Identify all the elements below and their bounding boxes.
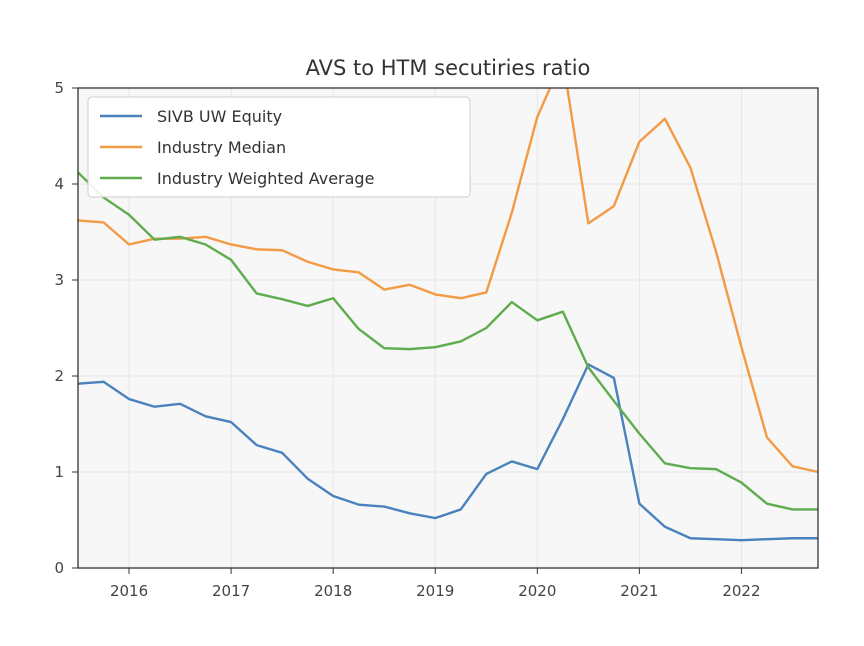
x-tick-label: 2019 xyxy=(416,582,454,600)
y-tick-label: 3 xyxy=(54,271,64,289)
axes: 2016 2017 2018 2019 2020 2021 2022 0 1 2 3 4 5 xyxy=(54,79,760,600)
series-line-1 xyxy=(78,363,818,542)
x-tick-label: 2018 xyxy=(314,582,352,600)
y-tick-label: 2 xyxy=(54,367,64,385)
legend-label: Industry Median xyxy=(157,138,286,157)
y-tick-label: 1 xyxy=(54,463,64,481)
series-line-3 xyxy=(78,171,818,511)
y-tick-label: 5 xyxy=(54,79,64,97)
series-line-2 xyxy=(78,88,818,474)
y-tick-label: 4 xyxy=(54,175,64,193)
series-lines xyxy=(78,88,818,542)
legend-label: Industry Weighted Average xyxy=(157,169,374,188)
x-tick-label: 2022 xyxy=(722,582,760,600)
legend-label: SIVB UW Equity xyxy=(157,107,282,126)
y-tick-label: 0 xyxy=(54,559,64,577)
x-tick-label: 2016 xyxy=(110,582,148,600)
legend-box xyxy=(87,96,471,198)
legend: SIVB UW Equity Industry Median Industry We… xyxy=(87,96,471,198)
x-tick-label: 2021 xyxy=(620,582,658,600)
x-tick-label: 2020 xyxy=(518,582,556,600)
plot-frame xyxy=(77,87,819,569)
x-tick-label: 2017 xyxy=(212,582,250,600)
chart-title: AVS to HTM secutiries ratio xyxy=(306,56,591,80)
